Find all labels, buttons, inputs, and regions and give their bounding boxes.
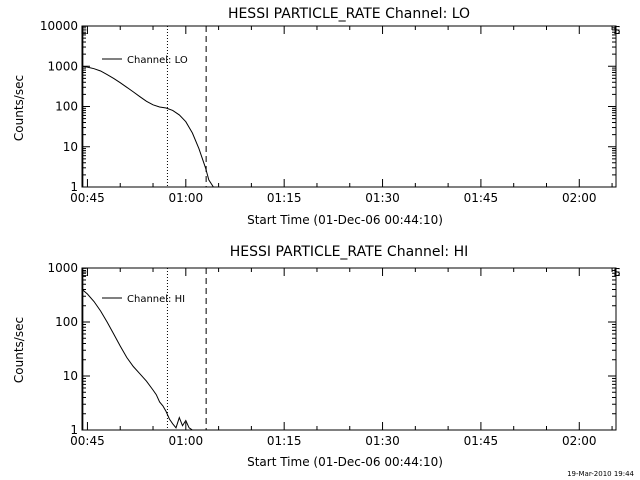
plot-frame [81, 25, 617, 188]
panel-hi: HESSI PARTICLE_RATE Channel: HI Start Ti… [12, 244, 621, 469]
y-tick-label: 1 [70, 423, 78, 437]
y-axis-label: Counts/sec [12, 317, 26, 383]
x-tick-label: 00:45 [70, 434, 105, 448]
panel-lo: HESSI PARTICLE_RATE Channel: LO Start Ti… [12, 6, 621, 227]
x-tick-label: 01:30 [365, 434, 400, 448]
x-tick-label: 00:45 [70, 191, 105, 205]
legend-label: Channel: LO [127, 55, 188, 66]
x-tick-label: 01:00 [169, 191, 204, 205]
series-line [81, 289, 193, 431]
chart-title: HESSI PARTICLE_RATE Channel: HI [230, 244, 468, 260]
x-axis-label: Start Time (01-Dec-06 00:44:10) [247, 213, 443, 227]
x-axis-label: Start Time (01-Dec-06 00:44:10) [247, 455, 443, 469]
chart-title: HESSI PARTICLE_RATE Channel: LO [228, 6, 470, 22]
x-tick-label: 01:15 [267, 191, 302, 205]
y-tick-label: 1000 [47, 59, 78, 73]
marker-label: E [614, 24, 621, 37]
marker-label: E [614, 266, 621, 279]
footer-timestamp: 19-Mar-2010 19:44 [567, 470, 634, 478]
marker-label: E [80, 266, 87, 279]
x-tick-label: 02:00 [562, 434, 597, 448]
series-line [82, 65, 214, 188]
x-tick-label: 02:00 [562, 191, 597, 205]
y-tick-label: 10 [63, 140, 78, 154]
y-tick-label: 100 [55, 315, 78, 329]
legend-label: Channel: HI [127, 294, 185, 305]
x-tick-label: 01:30 [365, 191, 400, 205]
x-tick-label: 01:00 [169, 434, 204, 448]
x-tick-label: 01:45 [464, 434, 499, 448]
y-axis-label: Counts/sec [12, 75, 26, 141]
x-tick-label: 01:15 [267, 434, 302, 448]
y-tick-label: 10 [63, 369, 78, 383]
marker-label: S [614, 266, 621, 279]
x-tick-label: 01:45 [464, 191, 499, 205]
y-tick-label: 100 [55, 100, 78, 114]
y-tick-label: 1000 [47, 261, 78, 275]
marker-label: E [80, 24, 87, 37]
y-tick-label: 1 [70, 180, 78, 194]
marker-label: S [614, 24, 621, 37]
y-tick-label: 10000 [40, 19, 78, 33]
